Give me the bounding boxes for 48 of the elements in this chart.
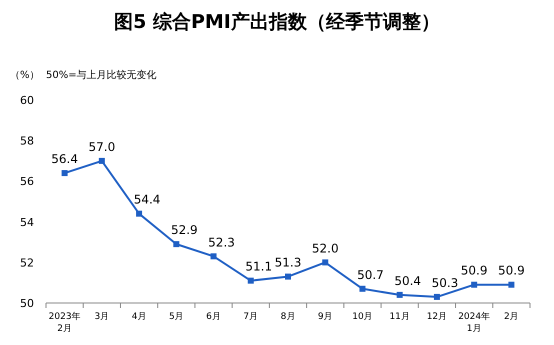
x-tick-label: 2024年 1月 [458,311,490,334]
point [322,259,328,266]
point [471,282,478,288]
x-tick-label: 8月 [280,312,296,322]
x-tick-label: 6月 [206,312,221,322]
x-tick-label: 3月 [94,312,110,322]
y-tick-label: 60 [20,94,34,107]
point [136,210,142,217]
x-tick-label: 9月 [318,312,333,322]
x-tick-label: 12月 [426,312,448,322]
x-tick-label: 7月 [243,312,258,322]
y-tick-label: 52 [20,256,34,270]
x-tick-label: 5月 [168,312,184,322]
point [359,286,366,292]
y-axis-title: （%） [10,70,40,81]
point [248,278,254,284]
data-label: 52.0 [312,241,339,256]
data-label: 51.1 [245,260,272,274]
data-label: 52.9 [170,223,198,238]
data-label: 50.9 [498,264,525,278]
y-tick-label: 58 [20,134,34,148]
data-label: 54.4 [134,192,160,207]
y-tick-label: 56 [20,175,34,188]
data-label: 50.3 [432,276,458,290]
point [98,158,105,164]
point [210,253,217,260]
data-label: 50.9 [460,264,488,278]
x-tick-label: 2月 [504,312,519,322]
x-tick-label: 2023年 2月 [48,311,81,334]
data-label: 50.7 [357,268,384,282]
point [62,170,68,176]
point [173,241,180,248]
point [508,282,514,288]
data-label: 51.3 [274,256,302,270]
x-tick-label: 4月 [132,312,146,322]
y-tick-label: 50 [20,297,34,310]
text: 50%=与上月比较无变化 [46,69,157,81]
x-tick-label: 11月 [389,312,410,322]
point [434,294,440,300]
y-tick-label: 54 [20,216,34,229]
chart-title: 图5 综合PMI产出指数（经季节调整） [114,11,440,33]
point [285,274,291,280]
data-label: 56.4 [51,152,78,166]
data-label: 52.3 [208,235,235,250]
point [396,292,403,298]
x-tick-label: 10月 [352,312,373,322]
data-label: 57.0 [88,140,116,154]
data-label: 50.4 [394,274,422,288]
